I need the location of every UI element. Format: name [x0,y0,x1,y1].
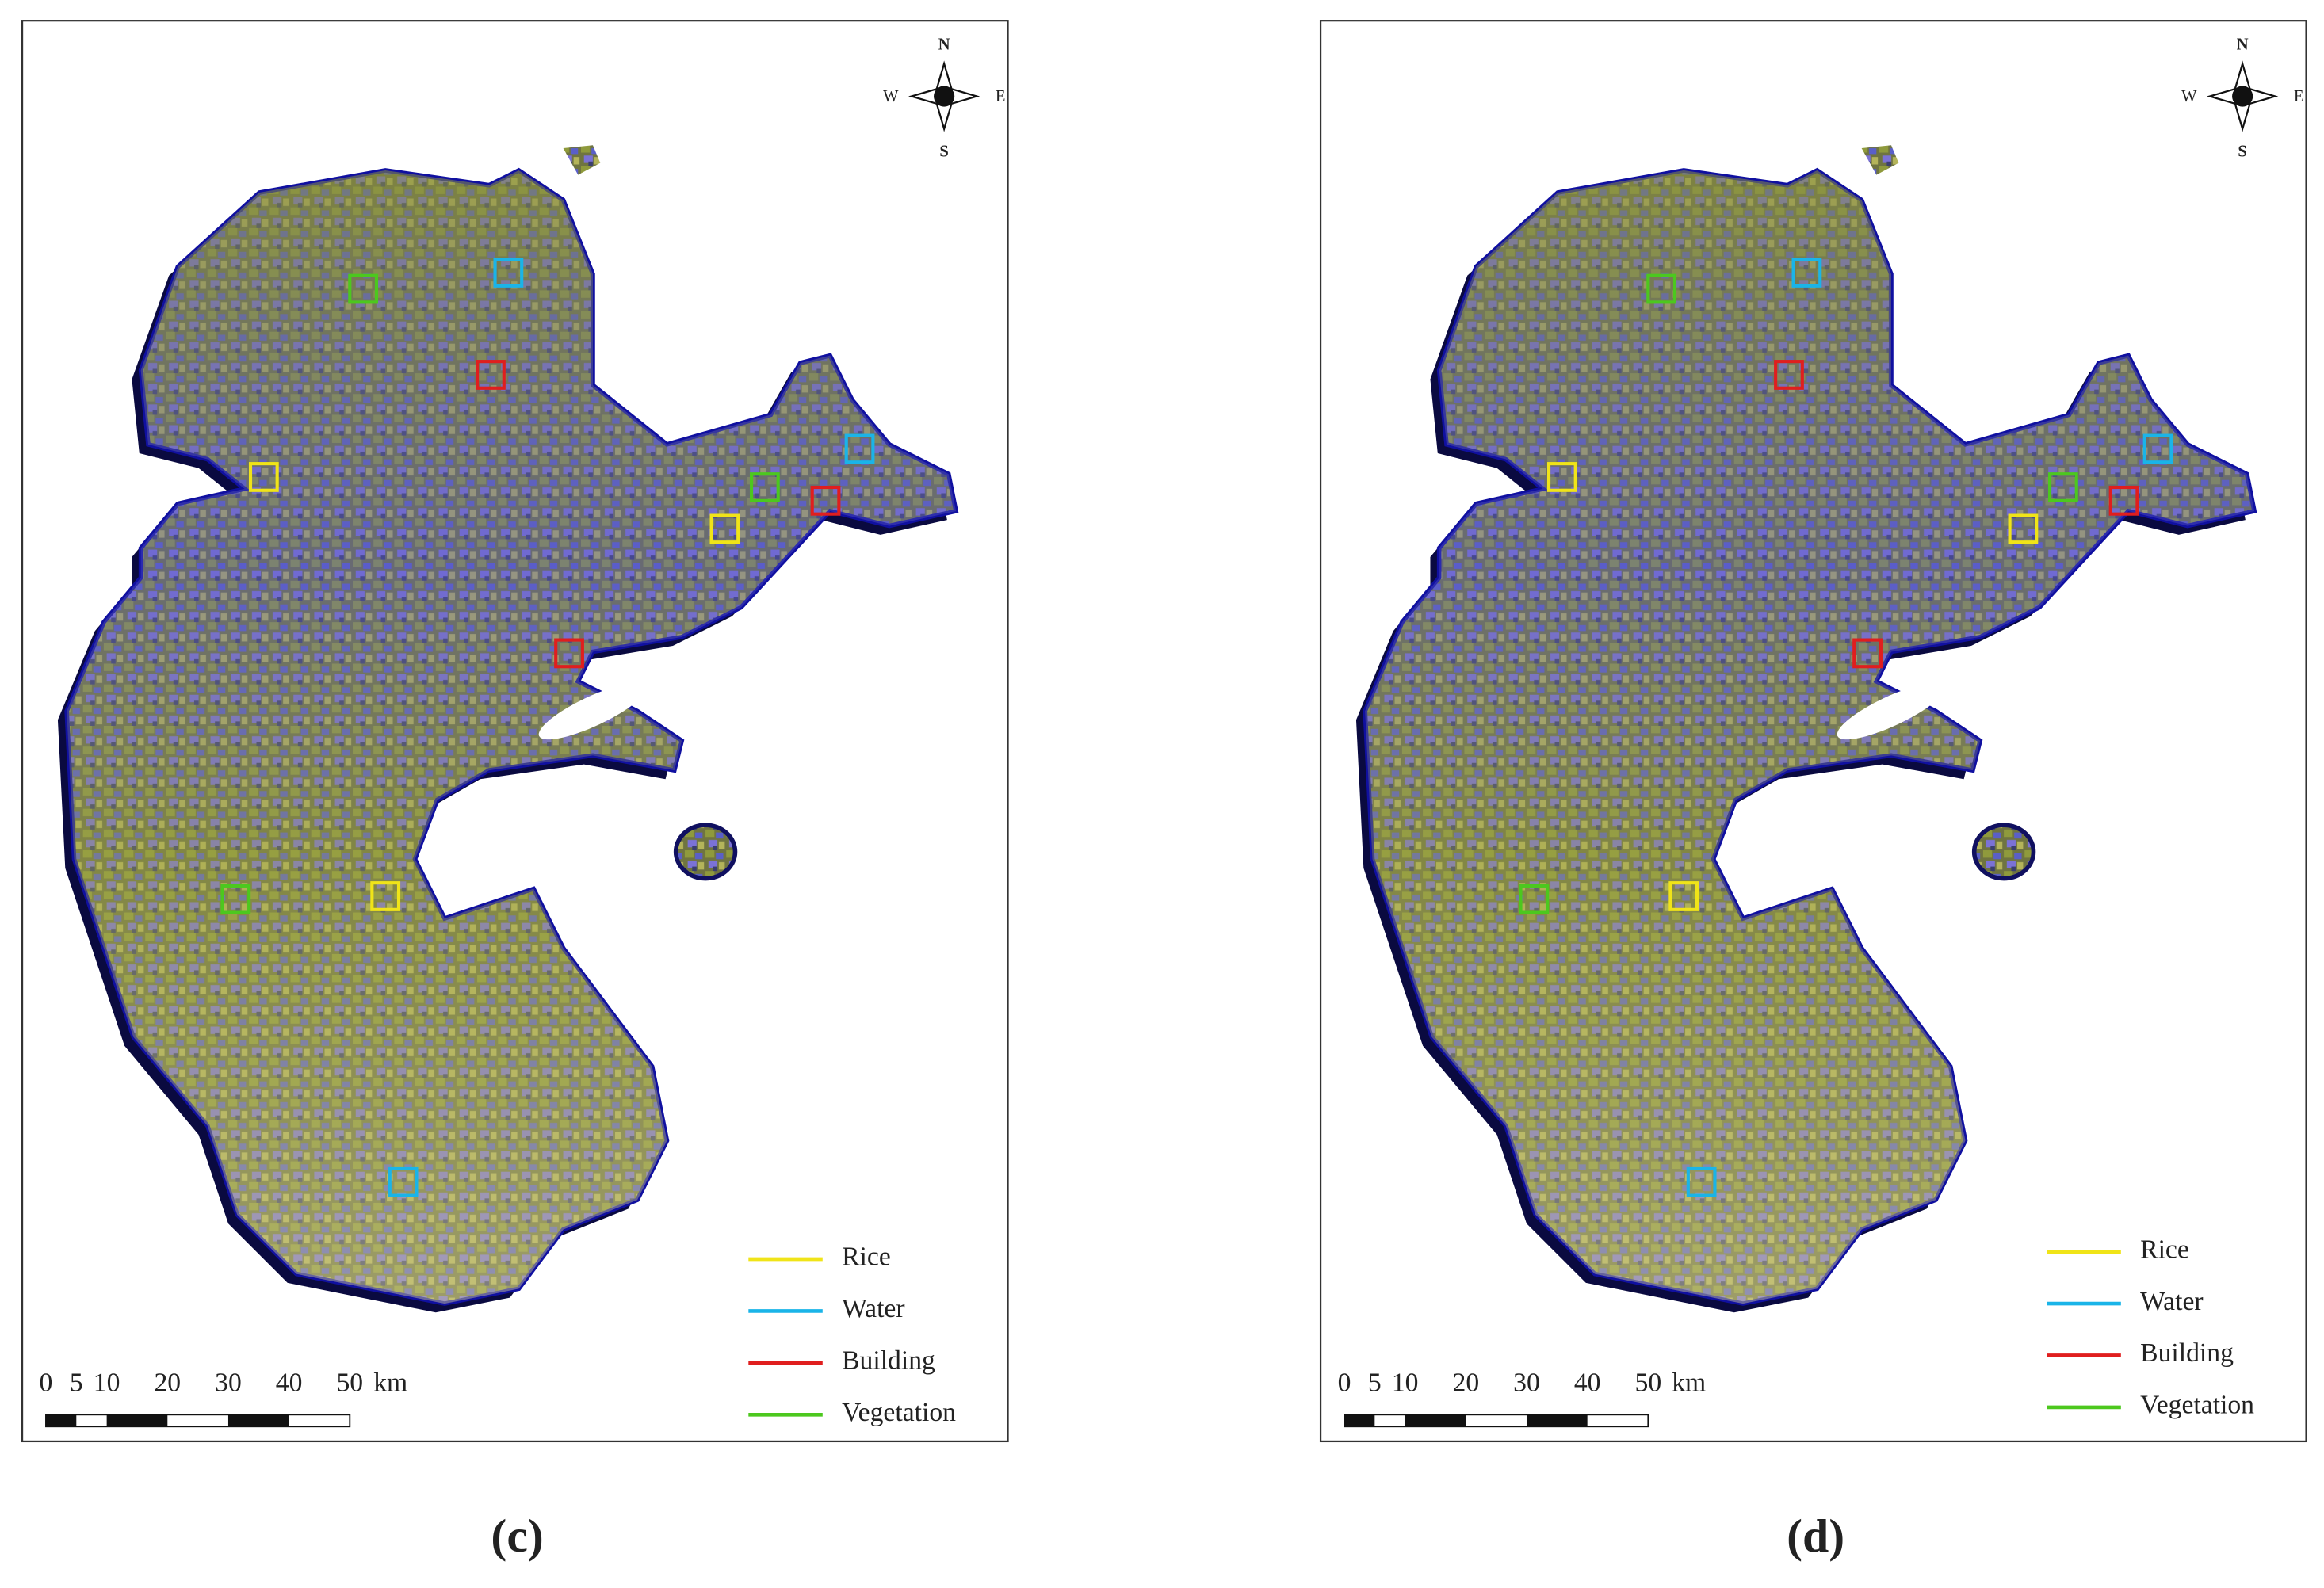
scale-bar-frame [45,1414,351,1428]
scale-bar-segment [106,1414,168,1427]
scale-bar-segment [1526,1414,1588,1427]
scale-tick-label: 50 [336,1369,363,1398]
sample-box [1774,360,1804,390]
compass-s: S [2238,143,2246,160]
island-east [1971,823,2036,881]
scale-tick-label: 5 [70,1369,83,1398]
sample-box [476,360,506,390]
map-panel: N S W E Rice Water Building Vegetation 0 5 10 20 30 4… [1319,20,2307,1562]
legend-label: Vegetation [2140,1391,2254,1420]
sample-box [2008,513,2039,544]
scale-bar-segment [1405,1414,1466,1427]
compass-e: E [2294,88,2304,105]
compass-n: N [938,36,950,54]
land-tone [1365,170,2255,1304]
scale-unit: km [373,1369,407,1398]
scale-bar-segment [45,1414,77,1427]
scale-bar-segment [227,1414,289,1427]
sample-box [1546,462,1577,492]
legend-label: Rice [2140,1235,2189,1264]
scale-tick-label: 0 [40,1369,53,1398]
island-north [1861,145,1899,175]
legend-label: Water [2140,1287,2203,1316]
sample-box [2108,485,2139,516]
scale-bar-frame [1344,1414,1649,1428]
sample-box [709,513,740,544]
sample-box [220,884,251,914]
scale-tick-label: 10 [94,1369,120,1398]
scale-bar-segment [1344,1414,1375,1427]
scale-tick-label: 5 [1368,1369,1382,1398]
scale-tick-label: 0 [1338,1369,1351,1398]
compass-center [2232,86,2253,107]
sample-box [810,485,841,516]
sample-box [554,638,584,669]
compass-n: N [2237,36,2249,54]
estuary [538,682,648,740]
compass-w: W [2181,88,2197,105]
scale-tick-label: 20 [154,1369,181,1398]
sample-box [844,433,875,464]
scale-unit: km [1672,1369,1706,1398]
compass-s: S [939,143,948,160]
legend-label: Rice [842,1243,891,1272]
sample-box [1791,258,1822,288]
scale-tick-label: 50 [1635,1369,1662,1398]
scale-tick-label: 10 [1392,1369,1419,1398]
legend-label: Building [842,1346,935,1376]
sample-box [388,1166,419,1197]
panel-label: (c) [491,1510,543,1562]
sample-box [1686,1166,1717,1197]
sample-box [2048,472,2078,502]
legend-label: Vegetation [842,1398,956,1427]
legend-label: Building [2140,1338,2234,1368]
land-tone [67,170,957,1304]
legend-label: Water [842,1294,904,1323]
scale-tick-label: 40 [276,1369,303,1398]
island-north [563,145,601,175]
scale-tick-label: 30 [1513,1369,1540,1398]
sample-box [370,881,401,911]
island-east [673,823,738,881]
sample-box [749,472,780,502]
compass-w: W [883,88,899,105]
sample-box [1852,638,1883,669]
scale-tick-label: 30 [215,1369,242,1398]
sample-box [1646,273,1677,304]
sample-box [248,462,279,492]
sample-box [348,273,379,304]
sample-box [1668,881,1699,911]
compass-center [934,86,955,107]
map-panel: N S W E Rice Water Building Vegetation 0 5 10 20 30 4… [21,20,1009,1562]
scale-tick-label: 40 [1574,1369,1601,1398]
sample-box [1519,884,1550,914]
compass-e: E [996,88,1006,105]
estuary [1837,682,1946,740]
sample-box [493,258,524,288]
scale-tick-label: 20 [1453,1369,1480,1398]
panel-label: (d) [1787,1510,1844,1562]
sample-box [2142,433,2173,464]
